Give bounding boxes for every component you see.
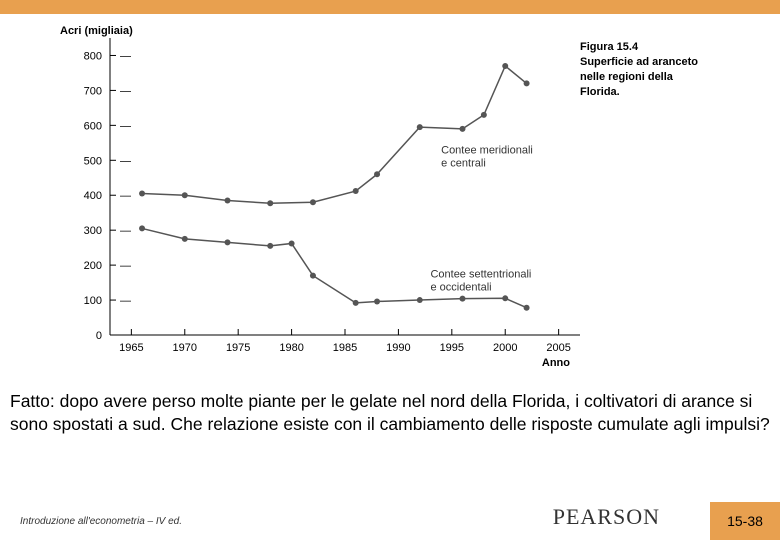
x-tick-label: 1970 bbox=[173, 342, 197, 354]
data-marker bbox=[502, 63, 508, 69]
data-marker bbox=[524, 80, 530, 86]
data-marker bbox=[139, 225, 145, 231]
data-marker bbox=[353, 300, 359, 306]
series-label-0: Contee meridionali bbox=[441, 144, 533, 156]
x-tick-label: 1975 bbox=[226, 342, 250, 354]
data-marker bbox=[139, 190, 145, 196]
data-marker bbox=[524, 305, 530, 311]
data-marker bbox=[460, 296, 466, 302]
y-tick-label: 600 bbox=[84, 120, 102, 132]
y-tick-label: 700 bbox=[84, 85, 102, 97]
data-marker bbox=[310, 273, 316, 279]
y-tick-dash: — bbox=[120, 225, 131, 237]
slide-footer: Introduzione all'econometria – IV ed. bbox=[0, 502, 780, 540]
figure-title-l2: nelle regioni della bbox=[580, 70, 735, 85]
y-tick-dash: — bbox=[120, 155, 131, 167]
data-marker bbox=[417, 297, 423, 303]
data-marker bbox=[267, 243, 273, 249]
header-accent-bar bbox=[0, 0, 780, 14]
data-marker bbox=[225, 197, 231, 203]
x-tick-label: 2005 bbox=[546, 342, 570, 354]
y-tick-label: 400 bbox=[84, 190, 102, 202]
y-tick-label: 500 bbox=[84, 155, 102, 167]
y-tick-dash: — bbox=[120, 295, 131, 307]
data-marker bbox=[310, 199, 316, 205]
series-label-1: Contee settentrionali bbox=[430, 268, 531, 280]
y-tick-dash: — bbox=[120, 50, 131, 62]
pearson-logo: PEARSON bbox=[553, 504, 660, 530]
data-marker bbox=[353, 188, 359, 194]
x-tick-label: 2000 bbox=[493, 342, 517, 354]
y-tick-label: 800 bbox=[84, 50, 102, 62]
data-marker bbox=[225, 239, 231, 245]
y-tick-label: 300 bbox=[84, 225, 102, 237]
data-marker bbox=[182, 236, 188, 242]
data-marker bbox=[417, 124, 423, 130]
footer-citation: Introduzione all'econometria – IV ed. bbox=[0, 516, 182, 527]
figure-title-l3: Florida. bbox=[580, 85, 735, 100]
y-tick-dash: — bbox=[120, 260, 131, 272]
chart-container: Acri (migliaia) Anno 0 100 — 200 — 300 — 400 — 500 —… bbox=[30, 20, 750, 370]
y-tick-label: 0 bbox=[96, 330, 102, 342]
data-marker bbox=[502, 295, 508, 301]
x-tick-label: 1965 bbox=[119, 342, 143, 354]
data-marker bbox=[374, 298, 380, 304]
x-tick-label: 1995 bbox=[440, 342, 464, 354]
y-axis-title: Acri (migliaia) bbox=[60, 25, 133, 37]
series-line-0 bbox=[142, 66, 527, 203]
series-label-1-l2: e occidentali bbox=[430, 281, 491, 293]
y-tick-dash: — bbox=[120, 120, 131, 132]
y-tick-dash: — bbox=[120, 85, 131, 97]
figure-number: Figura 15.4 bbox=[580, 40, 735, 55]
x-axis-title: Anno bbox=[542, 357, 570, 369]
data-marker bbox=[481, 112, 487, 118]
page-number: 15-38 bbox=[710, 502, 780, 540]
x-tick-label: 1985 bbox=[333, 342, 357, 354]
data-marker bbox=[267, 200, 273, 206]
y-tick-label: 100 bbox=[84, 295, 102, 307]
slide-body-text: Fatto: dopo avere perso molte piante per… bbox=[10, 390, 770, 436]
data-marker bbox=[460, 126, 466, 132]
series-label-0-l2: e centrali bbox=[441, 157, 486, 169]
x-tick-label: 1990 bbox=[386, 342, 410, 354]
x-tick-label: 1980 bbox=[279, 342, 303, 354]
y-tick-dash: — bbox=[120, 190, 131, 202]
y-tick-label: 200 bbox=[84, 260, 102, 272]
data-marker bbox=[289, 240, 295, 246]
data-marker bbox=[182, 192, 188, 198]
figure-title-l1: Superficie ad aranceto bbox=[580, 55, 735, 70]
data-marker bbox=[374, 171, 380, 177]
figure-caption: Figura 15.4 Superficie ad aranceto nelle… bbox=[580, 40, 735, 99]
